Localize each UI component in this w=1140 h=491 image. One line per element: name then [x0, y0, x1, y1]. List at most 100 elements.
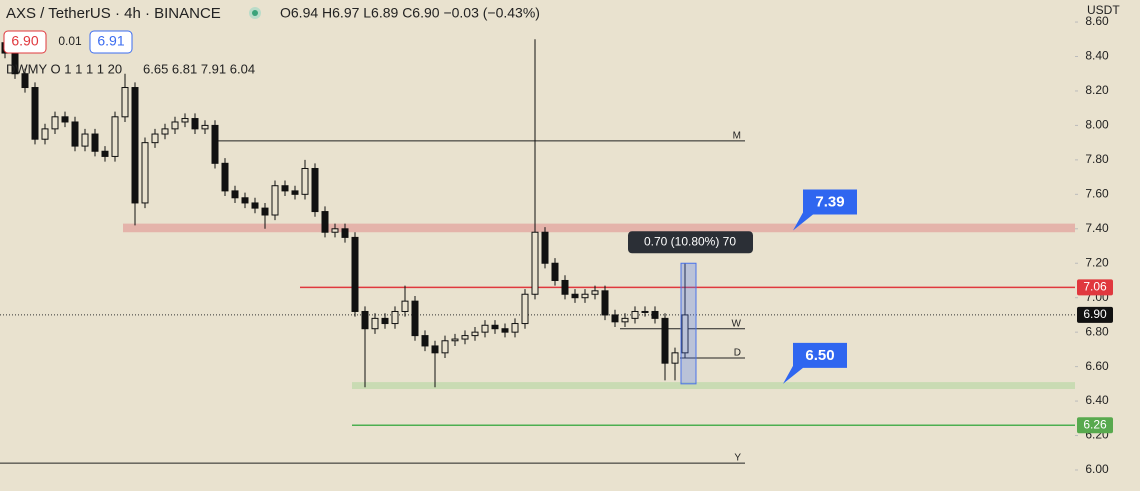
- candle-body: [521, 293, 529, 325]
- level-label: M: [733, 131, 741, 142]
- candle-body: [71, 121, 79, 147]
- candle-body: [401, 300, 409, 312]
- level-label: D: [734, 348, 741, 359]
- candle-body: [591, 290, 599, 295]
- candle-body: [61, 116, 69, 123]
- y-tick-label: 7.40: [1085, 221, 1109, 235]
- y-tick-label: 6.80: [1085, 324, 1109, 338]
- measure-range: [680, 262, 697, 385]
- y-tick-label: 6.40: [1085, 393, 1109, 407]
- candle-body: [411, 300, 419, 337]
- price-badge-label: 6.26: [1083, 417, 1107, 431]
- candle-body: [41, 128, 49, 140]
- price-badge: [1077, 279, 1113, 296]
- indicator: DWMY O 1 1 1 1 20: [6, 61, 122, 76]
- y-tick-label: 6.00: [1085, 462, 1109, 476]
- currency[interactable]: USDT: [1087, 3, 1120, 17]
- callout: [793, 189, 857, 231]
- candle-body: [621, 317, 629, 323]
- price-badge-label: 7.06: [1083, 280, 1107, 294]
- candle-body: [641, 310, 649, 313]
- candle-body: [101, 150, 109, 157]
- measure-box: [628, 231, 753, 254]
- candle-body: [291, 190, 299, 195]
- candle-body: [31, 87, 39, 140]
- candle-body: [311, 167, 319, 213]
- candle-body: [441, 340, 449, 354]
- candle-body: [371, 317, 379, 330]
- candle-body: [651, 310, 659, 319]
- candle-body: [661, 317, 669, 364]
- price-badge: [1077, 306, 1113, 323]
- buy-box[interactable]: [89, 30, 133, 54]
- candle-body: [531, 231, 539, 295]
- candle-body: [91, 133, 99, 152]
- y-tick-label: 8.40: [1085, 49, 1109, 63]
- candle-body: [211, 124, 219, 164]
- price-badge: [1077, 417, 1113, 434]
- candle-body: [671, 352, 679, 364]
- candle-body: [171, 121, 179, 130]
- status-dot-core: [252, 10, 258, 16]
- callout-label: 7.39: [815, 193, 844, 210]
- y-tick-label: 6.60: [1085, 359, 1109, 373]
- candle-body: [681, 314, 689, 354]
- sell-box[interactable]: [3, 30, 47, 54]
- candle-body: [361, 310, 369, 330]
- candle-body: [561, 279, 569, 295]
- candle-body: [391, 310, 399, 325]
- y-tick-label: 7.60: [1085, 187, 1109, 201]
- measure-label: 0.70 (10.80%) 70: [644, 234, 736, 248]
- candle-body: [431, 345, 439, 354]
- candle-body: [461, 335, 469, 340]
- y-tick-label: 8.20: [1085, 83, 1109, 97]
- candle-body: [191, 118, 199, 130]
- candle-body: [301, 167, 309, 195]
- candle-body: [451, 338, 459, 342]
- candle-body: [341, 228, 349, 238]
- candle-body: [151, 133, 159, 144]
- candle-body: [381, 317, 389, 325]
- level-label: Y: [734, 453, 741, 464]
- candle-body: [501, 328, 509, 333]
- candle-body: [121, 87, 129, 118]
- candle-body: [471, 331, 479, 337]
- candle-body: [601, 290, 609, 316]
- y-tick-label: 8.00: [1085, 118, 1109, 132]
- candle-body: [51, 116, 59, 130]
- candle-body: [261, 207, 269, 216]
- candle-body: [611, 314, 619, 323]
- candle-body: [231, 190, 239, 199]
- candle-body: [511, 323, 519, 333]
- candle-body: [21, 73, 29, 89]
- callout: [783, 342, 847, 384]
- level-label: W: [732, 318, 742, 329]
- candle-body: [241, 197, 249, 204]
- y-tick-label: 8.60: [1085, 14, 1109, 28]
- candle-body: [281, 185, 289, 192]
- candle-body: [421, 335, 429, 347]
- candle-body: [541, 231, 549, 264]
- candle-body: [571, 293, 579, 299]
- candle-body: [551, 262, 559, 281]
- candle-body: [81, 133, 89, 147]
- price-axis: [1075, 0, 1140, 491]
- candle-body: [321, 211, 329, 233]
- candle-body: [201, 124, 209, 130]
- candle-body: [631, 310, 639, 319]
- candle-body: [181, 118, 189, 123]
- candle-body: [221, 162, 229, 192]
- symbol: AXS / TetherUS · 4h · BINANCE: [6, 5, 221, 22]
- sell-price[interactable]: 6.90: [11, 33, 38, 49]
- candle-body: [271, 185, 279, 216]
- callout-label: 6.50: [805, 347, 834, 364]
- candle-body: [141, 142, 149, 204]
- y-tick-label: 7.80: [1085, 152, 1109, 166]
- buy-price[interactable]: 6.91: [97, 33, 124, 49]
- zone: [352, 382, 1075, 390]
- indicator-values: 6.65 6.81 7.91 6.04: [143, 61, 255, 76]
- price-badge-label: 6.90: [1083, 307, 1107, 321]
